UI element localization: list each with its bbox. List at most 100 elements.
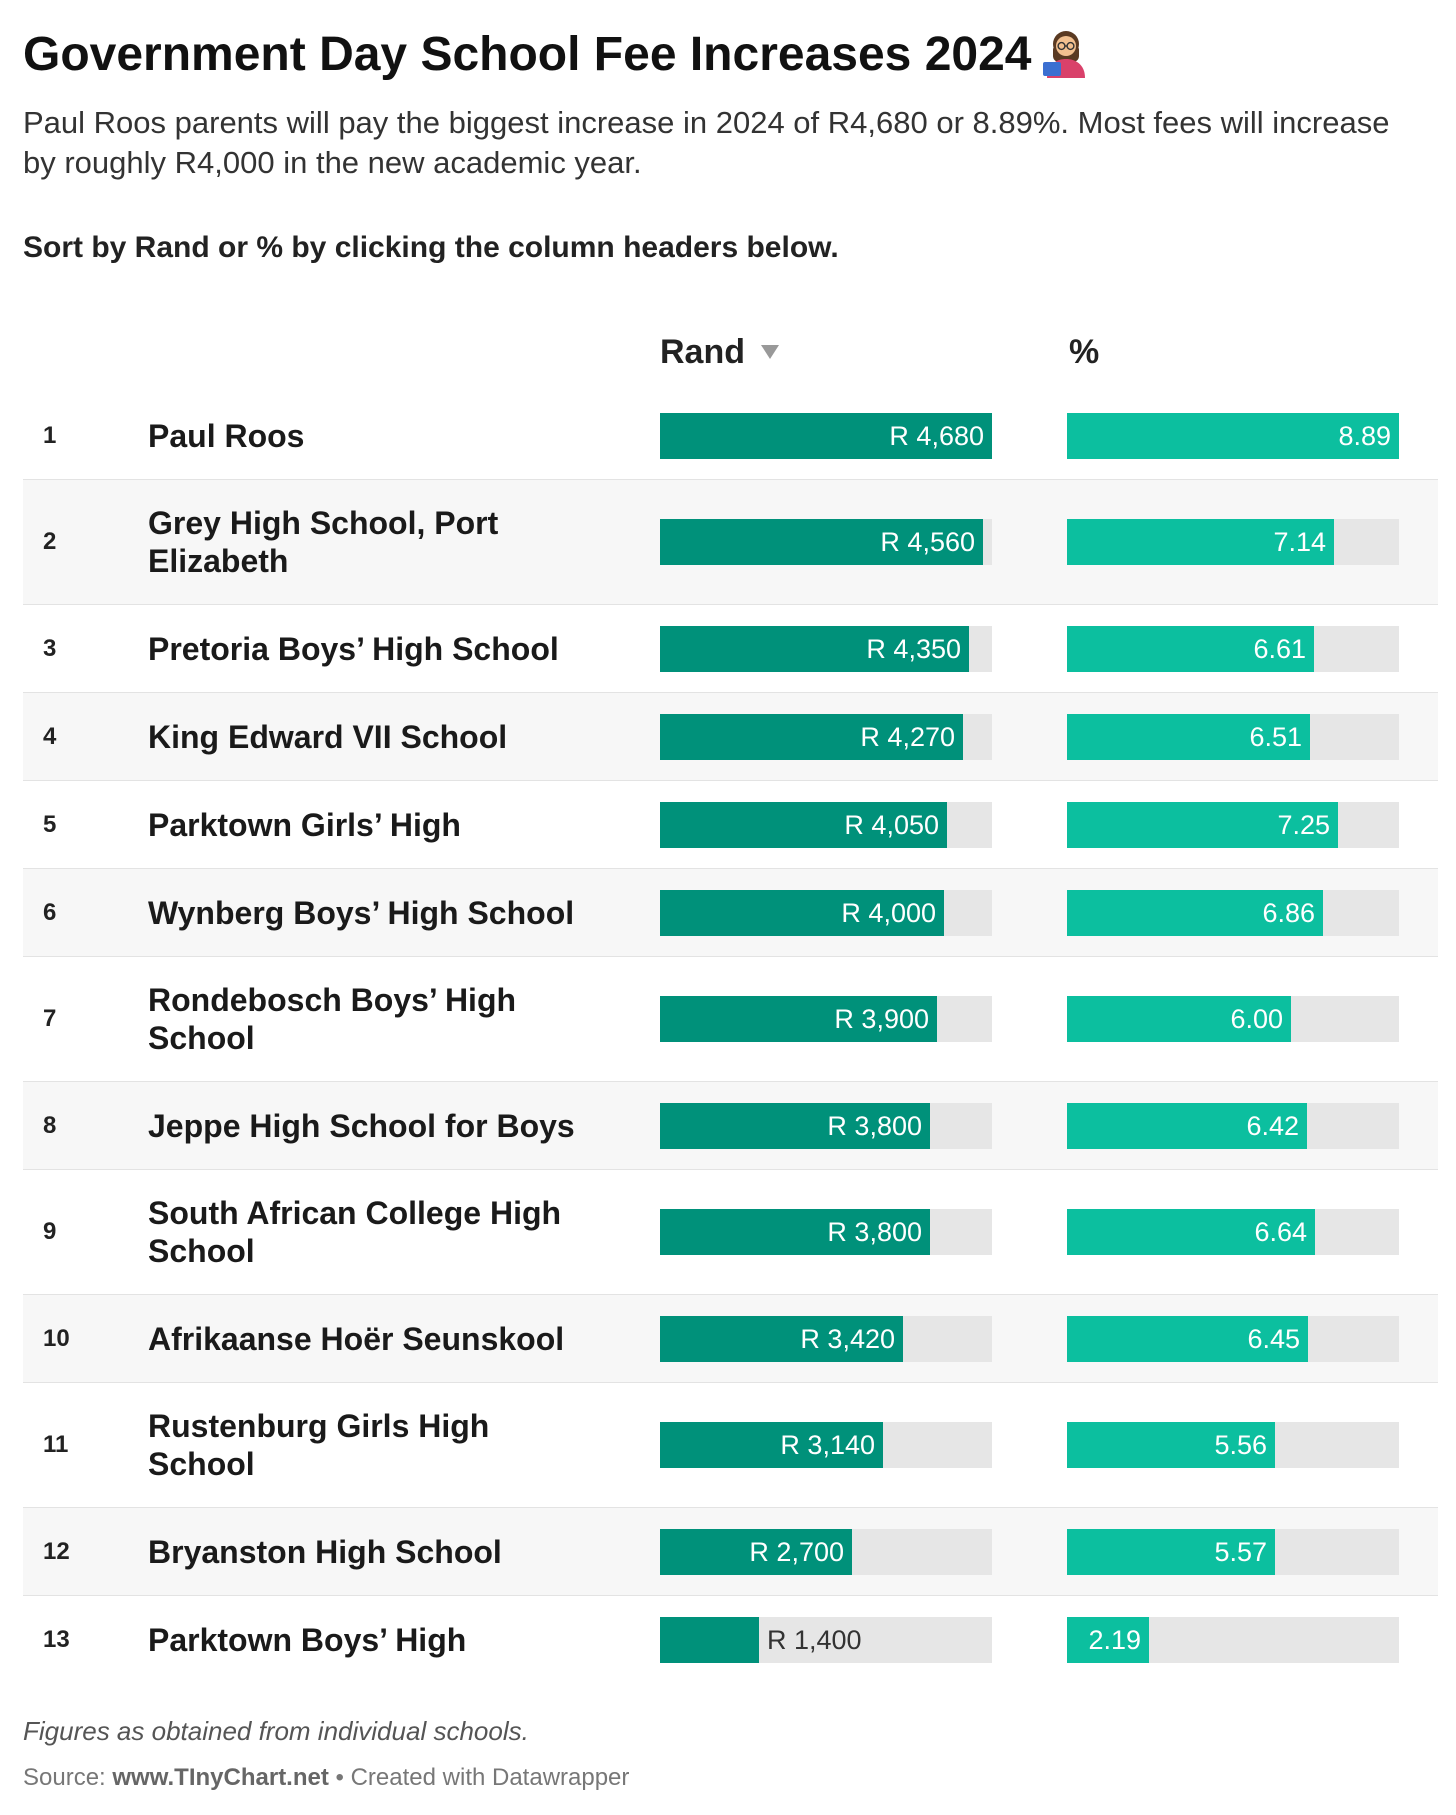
table-row: 4 King Edward VII School R 4,270 6.51 xyxy=(23,693,1438,781)
source-link[interactable]: www.TInyChart.net xyxy=(112,1764,329,1791)
rand-bar-label: R 2,700 xyxy=(749,1536,844,1567)
rand-bar-label: R 4,680 xyxy=(889,420,984,451)
school-name: Pretoria Boys’ High School xyxy=(148,630,559,667)
rand-bar-track: R 1,400 xyxy=(660,1617,992,1663)
sort-descending-icon xyxy=(761,345,779,359)
rand-bar-track: R 4,560 xyxy=(660,519,992,565)
table-row: 5 Parktown Girls’ High R 4,050 7.25 xyxy=(23,781,1438,869)
rand-bar xyxy=(660,1315,903,1362)
rand-bar-track: R 3,800 xyxy=(660,1102,992,1149)
rand-column-header[interactable]: Rand xyxy=(660,330,779,374)
pct-bar-track: 5.56 xyxy=(1067,1422,1399,1468)
table-row: 11 Rustenburg Girls High School R 3,140 5.5… xyxy=(23,1383,1438,1508)
pct-bar-label: 5.57 xyxy=(1214,1536,1267,1567)
rand-bar-track: R 3,800 xyxy=(660,1209,992,1255)
pct-bar-track: 2.19 xyxy=(1067,1617,1399,1663)
source-prefix: Source: xyxy=(23,1764,113,1791)
pct-bar-track: 6.61 xyxy=(1067,625,1399,672)
pct-bar-label: 6.00 xyxy=(1230,1004,1283,1034)
rand-bar-track: R 4,680 xyxy=(660,412,992,459)
pct-bar xyxy=(1067,1422,1275,1468)
school-name: King Edward VII School xyxy=(148,718,508,755)
pct-bar-track: 6.45 xyxy=(1067,1315,1399,1362)
pct-bar-label: 6.45 xyxy=(1247,1323,1300,1354)
pct-column-header[interactable]: % xyxy=(1069,330,1099,374)
pct-bar-label: 6.61 xyxy=(1253,633,1306,664)
row-rank: 5 xyxy=(43,810,57,838)
pct-bar-label: 6.64 xyxy=(1254,1217,1307,1247)
pct-bar-track: 6.51 xyxy=(1067,713,1399,760)
rand-bar xyxy=(660,1102,930,1149)
pct-bar xyxy=(1067,801,1338,848)
pct-bar-track: 6.42 xyxy=(1067,1102,1399,1149)
rand-bar xyxy=(660,1209,930,1255)
pct-bar-label: 7.14 xyxy=(1273,527,1326,557)
pct-bar-label: 2.19 xyxy=(1088,1625,1141,1655)
row-rank: 4 xyxy=(43,722,57,750)
sort-instruction: Sort by Rand or % by clicking the column… xyxy=(23,231,839,264)
rand-bar-label: R 3,420 xyxy=(800,1323,895,1354)
rand-bar-label: R 3,140 xyxy=(780,1430,875,1460)
rand-bar-label: R 4,000 xyxy=(841,897,936,928)
rand-bar-track: R 4,270 xyxy=(660,713,992,760)
school-name: South African College High School xyxy=(148,1195,562,1269)
row-rank: 3 xyxy=(43,634,57,662)
table-row: 9 South African College High School R 3,80… xyxy=(23,1170,1438,1295)
rand-bar xyxy=(660,996,937,1042)
rand-bar-label: R 4,050 xyxy=(844,809,939,840)
pct-bar xyxy=(1067,412,1399,459)
rand-bar-track: R 4,050 xyxy=(660,801,992,848)
rand-bar xyxy=(660,889,944,936)
pct-bar-label: 8.89 xyxy=(1338,420,1391,451)
rand-bar-track: R 3,900 xyxy=(660,996,992,1042)
pct-bar-track: 6.00 xyxy=(1067,996,1399,1042)
school-name: Paul Roos xyxy=(148,417,305,454)
pct-bar-label: 7.25 xyxy=(1277,809,1330,840)
pct-bar-label: 5.56 xyxy=(1214,1430,1267,1460)
rand-bar-label: R 1,400 xyxy=(767,1625,862,1655)
table-row: 6 Wynberg Boys’ High School R 4,000 6.86 xyxy=(23,869,1438,957)
row-rank: 12 xyxy=(43,1537,70,1565)
row-rank: 10 xyxy=(43,1324,70,1352)
table-row: 3 Pretoria Boys’ High School R 4,350 6.61 xyxy=(23,605,1438,693)
pct-bar-track: 7.14 xyxy=(1067,519,1399,565)
pct-bar xyxy=(1067,519,1334,565)
school-name: Bryanston High School xyxy=(148,1533,502,1570)
table-row: 1 Paul Roos R 4,680 8.89 xyxy=(23,392,1438,480)
table-row: 10 Afrikaanse Hoër Seunskool R 3,420 6.45 xyxy=(23,1295,1438,1383)
pct-bar-track: 5.57 xyxy=(1067,1528,1399,1575)
pct-bar-track: 8.89 xyxy=(1067,412,1399,459)
pct-bar-label: 6.51 xyxy=(1249,721,1302,752)
school-name: Rondebosch Boys’ High School xyxy=(148,982,517,1056)
pct-bar xyxy=(1067,1315,1308,1362)
pct-bar xyxy=(1067,713,1310,760)
rand-bar xyxy=(660,1617,759,1663)
rand-header-label: Rand xyxy=(660,333,745,371)
source-suffix: • Created with Datawrapper xyxy=(328,1764,630,1791)
rand-bar xyxy=(660,519,983,565)
row-rank: 11 xyxy=(43,1431,69,1458)
table-row: 7 Rondebosch Boys’ High School R 3,900 6.00 xyxy=(23,957,1438,1082)
row-rank: 2 xyxy=(43,528,57,555)
row-rank: 8 xyxy=(43,1111,57,1139)
rand-bar-track: R 4,000 xyxy=(660,889,992,936)
pct-bar-track: 7.25 xyxy=(1067,801,1399,848)
rand-bar-label: R 4,560 xyxy=(880,527,975,557)
pct-bar xyxy=(1067,1102,1307,1149)
rand-bar-label: R 4,350 xyxy=(866,633,961,664)
row-rank: 9 xyxy=(43,1218,57,1245)
rand-bar xyxy=(660,1422,883,1468)
pct-bar xyxy=(1067,1528,1275,1575)
source-line: Source: www.TInyChart.net • Created with… xyxy=(23,1764,629,1792)
rand-bar-track: R 2,700 xyxy=(660,1528,992,1575)
pct-bar-label: 6.42 xyxy=(1246,1110,1299,1141)
fee-table: 1 Paul Roos R 4,680 8.89 2 Grey High School, … xyxy=(23,392,1438,1684)
rand-bar-label: R 3,800 xyxy=(827,1217,922,1247)
pct-bar xyxy=(1067,1209,1315,1255)
footnote: Figures as obtained from individual scho… xyxy=(23,1716,529,1746)
rand-bar-track: R 4,350 xyxy=(660,625,992,672)
row-rank: 6 xyxy=(43,898,57,926)
rand-bar xyxy=(660,801,947,848)
table-row: 2 Grey High School, Port Elizabeth R 4,560… xyxy=(23,480,1438,605)
